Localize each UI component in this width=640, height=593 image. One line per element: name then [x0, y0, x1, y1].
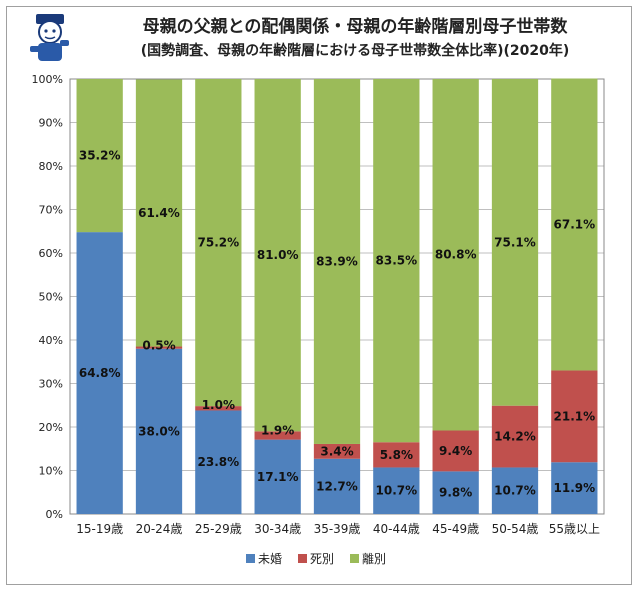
bar-segment — [135, 79, 183, 347]
x-tick-label: 30-34歳 — [254, 522, 301, 536]
data-label: 0.5% — [142, 339, 175, 353]
y-tick-label: 80% — [39, 160, 63, 173]
x-tick-label: 40-44歳 — [373, 522, 420, 536]
bar-segment — [373, 79, 420, 443]
bar-segment — [491, 79, 539, 406]
data-label: 1.0% — [202, 398, 235, 412]
bar-segment — [195, 406, 242, 411]
legend-label: 未婚 — [258, 552, 282, 566]
bar-segment — [313, 458, 361, 514]
data-label: 83.5% — [376, 254, 418, 268]
data-label: 83.9% — [316, 254, 358, 268]
data-label: 38.0% — [138, 424, 180, 438]
data-label: 9.4% — [439, 444, 472, 458]
y-tick-label: 20% — [39, 421, 63, 434]
chart-subtitle: (国勢調査、母親の年齢階層における母子世帯数全体比率)(2020年) — [140, 43, 570, 59]
legend-swatch — [246, 554, 255, 563]
y-tick-label: 60% — [39, 247, 63, 260]
bar-segment — [195, 79, 242, 407]
data-label: 61.4% — [138, 206, 180, 220]
bar-segment — [373, 442, 420, 468]
y-tick-label: 10% — [39, 465, 63, 478]
legend-label: 死別 — [310, 552, 334, 566]
bar-segment — [195, 410, 242, 514]
x-tick-label: 20-24歳 — [136, 522, 183, 536]
bar-segment — [551, 78, 598, 371]
data-label: 12.7% — [316, 479, 358, 493]
data-label: 10.7% — [494, 484, 536, 498]
bar-segment — [254, 79, 301, 432]
x-tick-label: 25-29歳 — [195, 522, 242, 536]
bar-segment — [491, 405, 539, 468]
y-tick-label: 0% — [46, 508, 63, 521]
data-label: 3.4% — [320, 444, 353, 458]
mascot-icon — [30, 14, 69, 61]
legend-label: 離別 — [362, 552, 386, 566]
y-tick-label: 50% — [39, 291, 63, 304]
bar-segment — [551, 370, 598, 463]
bar-segment — [432, 79, 479, 431]
data-label: 11.9% — [554, 481, 596, 495]
bar-segment — [432, 430, 479, 472]
y-tick-label: 30% — [39, 378, 63, 391]
x-tick-label: 15-19歳 — [76, 522, 123, 536]
bar-segment — [432, 471, 479, 514]
bar-segment — [313, 79, 361, 444]
bar-segment — [313, 443, 361, 459]
data-label: 35.2% — [79, 149, 121, 163]
bar-segment — [76, 79, 123, 233]
data-label: 81.0% — [257, 248, 299, 262]
bar-segment — [551, 462, 598, 514]
data-label: 75.1% — [494, 235, 536, 249]
bar-segment — [491, 467, 539, 514]
data-label: 23.8% — [198, 455, 240, 469]
x-tick-label: 35-39歳 — [314, 522, 361, 536]
bar-segment — [373, 467, 420, 514]
x-tick-label: 50-54歳 — [492, 522, 539, 536]
legend-swatch — [298, 554, 307, 563]
data-label: 64.8% — [79, 366, 121, 380]
data-label: 17.1% — [257, 470, 299, 484]
data-label: 9.8% — [439, 486, 472, 500]
y-tick-label: 40% — [39, 334, 63, 347]
data-label: 75.2% — [198, 236, 240, 250]
bar-segment — [135, 346, 183, 349]
bar-segment — [254, 431, 301, 440]
data-label: 21.1% — [554, 409, 596, 423]
y-tick-label: 70% — [39, 204, 63, 217]
legend-swatch — [350, 554, 359, 563]
bar-segment — [76, 232, 123, 514]
data-label: 1.9% — [261, 423, 294, 437]
x-tick-label: 55歳以上 — [549, 522, 600, 536]
y-tick-label: 90% — [39, 117, 63, 130]
y-tick-label: 100% — [32, 73, 63, 86]
data-label: 14.2% — [494, 430, 536, 444]
bar-segment — [254, 439, 301, 514]
bar-segment — [135, 348, 183, 514]
data-label: 10.7% — [376, 484, 418, 498]
data-label: 67.1% — [554, 218, 596, 232]
chart-title: 母親の父親との配偶関係・母親の年齢階層別母子世帯数 — [142, 17, 568, 37]
x-tick-label: 45-49歳 — [432, 522, 479, 536]
data-label: 80.8% — [435, 248, 477, 262]
data-label: 5.8% — [380, 448, 413, 462]
